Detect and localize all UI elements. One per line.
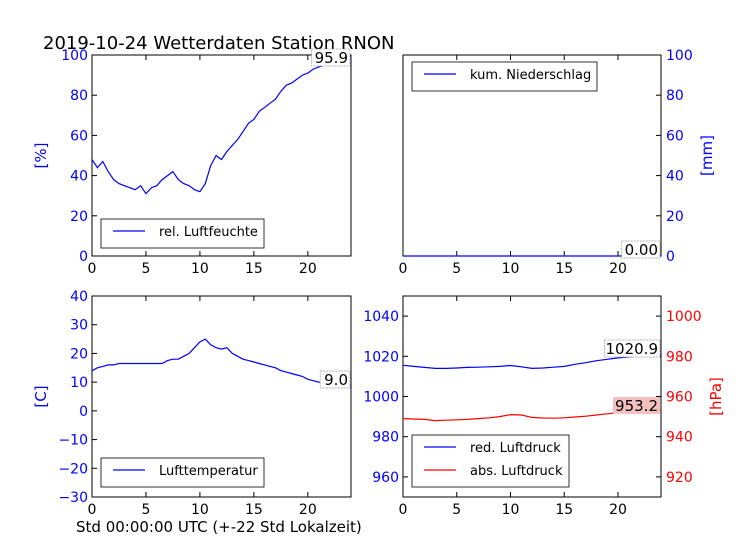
y-tick-label: 960: [666, 390, 693, 406]
x-tick-label: 0: [88, 502, 97, 518]
y-axis-label: [C]: [32, 385, 50, 407]
legend-box: [100, 457, 265, 488]
figure-title: 2019-10-24 Wetterdaten Station RNON: [43, 33, 394, 54]
panel-bottom-left: 0 5 10 15 20 −30 −20 −10 0 10 20 30 40 [C] 9.0 Lufttemp…: [32, 289, 352, 518]
legend-box: [411, 61, 598, 92]
x-tick-label: 15: [245, 261, 263, 277]
y-tick-label: 20: [666, 209, 684, 225]
x-tick-label: 10: [502, 261, 520, 277]
legend-label: abs. Luftdruck: [470, 464, 563, 479]
value-annotation: 953.2: [615, 397, 658, 415]
y-tick-label: −20: [58, 461, 88, 477]
y-tick-label: 980: [372, 430, 399, 446]
x-tick-label: 10: [191, 502, 209, 518]
value-annotation-box: [319, 370, 351, 389]
y-tick-label: 40: [666, 169, 684, 185]
x-tick-label: 10: [191, 261, 209, 277]
y-tick-label: 40: [70, 169, 88, 185]
x-tick-label: 5: [452, 261, 461, 277]
value-annotation-box: [621, 240, 661, 259]
y-tick-label: 1020: [363, 349, 399, 365]
y-tick-label: 60: [666, 128, 684, 144]
y-tick-label: 1000: [363, 390, 399, 406]
y-tick-label: 40: [70, 289, 88, 305]
series-line: [91, 338, 351, 386]
x-tick-label: 0: [399, 261, 408, 277]
x-tick-label: 5: [141, 502, 150, 518]
y-tick-label: 20: [70, 209, 88, 225]
x-tick-label: 15: [555, 502, 573, 518]
y-axis-label: [hPa]: [707, 377, 725, 416]
y-tick-label: 100: [666, 48, 693, 64]
legend-label: kum. Niederschlag: [470, 68, 591, 83]
y-tick-label: 0: [79, 249, 88, 265]
value-annotation: 9.0: [324, 371, 348, 389]
y-tick-label: 60: [70, 128, 88, 144]
x-tick-label: 20: [609, 261, 627, 277]
value-annotation: 0.00: [625, 241, 658, 259]
x-tick-label: 10: [502, 502, 520, 518]
value-annotation-box: [604, 339, 661, 358]
x-tick-label: 15: [245, 502, 263, 518]
y-tick-label: 980: [666, 349, 693, 365]
plot-frame: [91, 295, 352, 498]
x-tick-label: 20: [299, 502, 317, 518]
y-axis-label: [%]: [32, 143, 50, 169]
y-tick-label: 10: [70, 375, 88, 391]
y-tick-label: 30: [70, 318, 88, 334]
y-tick-label: 1000: [666, 309, 702, 325]
y-tick-label: 20: [70, 346, 88, 362]
y-tick-label: 80: [666, 88, 684, 104]
x-tick-label: 20: [299, 261, 317, 277]
y-tick-label: 0: [79, 404, 88, 420]
legend-box: [411, 434, 570, 488]
value-annotation-box: [613, 397, 660, 414]
y-tick-label: 100: [61, 48, 88, 64]
x-axis-label: Std 00:00:00 UTC (+-22 Std Lokalzeit): [76, 518, 362, 536]
x-tick-label: 20: [609, 502, 627, 518]
legend-label: red. Luftdruck: [470, 441, 561, 456]
x-tick-label: 5: [141, 261, 150, 277]
y-tick-label: 80: [70, 88, 88, 104]
x-tick-label: 0: [399, 502, 408, 518]
y-tick-label: 960: [372, 470, 399, 486]
x-tick-label: 15: [555, 261, 573, 277]
value-annotation: 95.9: [315, 49, 348, 67]
series-line: [402, 353, 662, 370]
panel-bottom-right: 0 5 10 15 20 960 980 1000 1020 1040 920 940 960 980 10…: [363, 295, 725, 518]
y-tick-label: −10: [58, 433, 88, 449]
y-tick-label: −30: [58, 490, 88, 506]
y-tick-label: 940: [666, 430, 693, 446]
y-tick-label: 0: [666, 249, 675, 265]
plot-frame: [91, 54, 352, 257]
x-tick-label: 5: [452, 502, 461, 518]
legend-box: [100, 218, 265, 249]
x-tick-label: 0: [88, 261, 97, 277]
y-tick-label: 1040: [363, 309, 399, 325]
value-annotation: 1020.9: [606, 340, 659, 358]
y-axis-label: [mm]: [698, 135, 716, 176]
legend-label: rel. Luftfeuchte: [159, 225, 258, 240]
panel-top-left: 0 5 10 15 20 0 20 40 60 80 100 [%] 95.9 rel. Luftfeuc…: [32, 48, 352, 277]
y-tick-label: 920: [666, 470, 693, 486]
value-annotation-box: [311, 48, 351, 67]
legend-label: Lufttemperatur: [159, 464, 258, 479]
panel-top-right: 0 5 10 15 20 0 20 40 60 80 100 [mm] 0.00 kum. Nieders…: [399, 48, 716, 277]
series-line: [91, 62, 352, 195]
